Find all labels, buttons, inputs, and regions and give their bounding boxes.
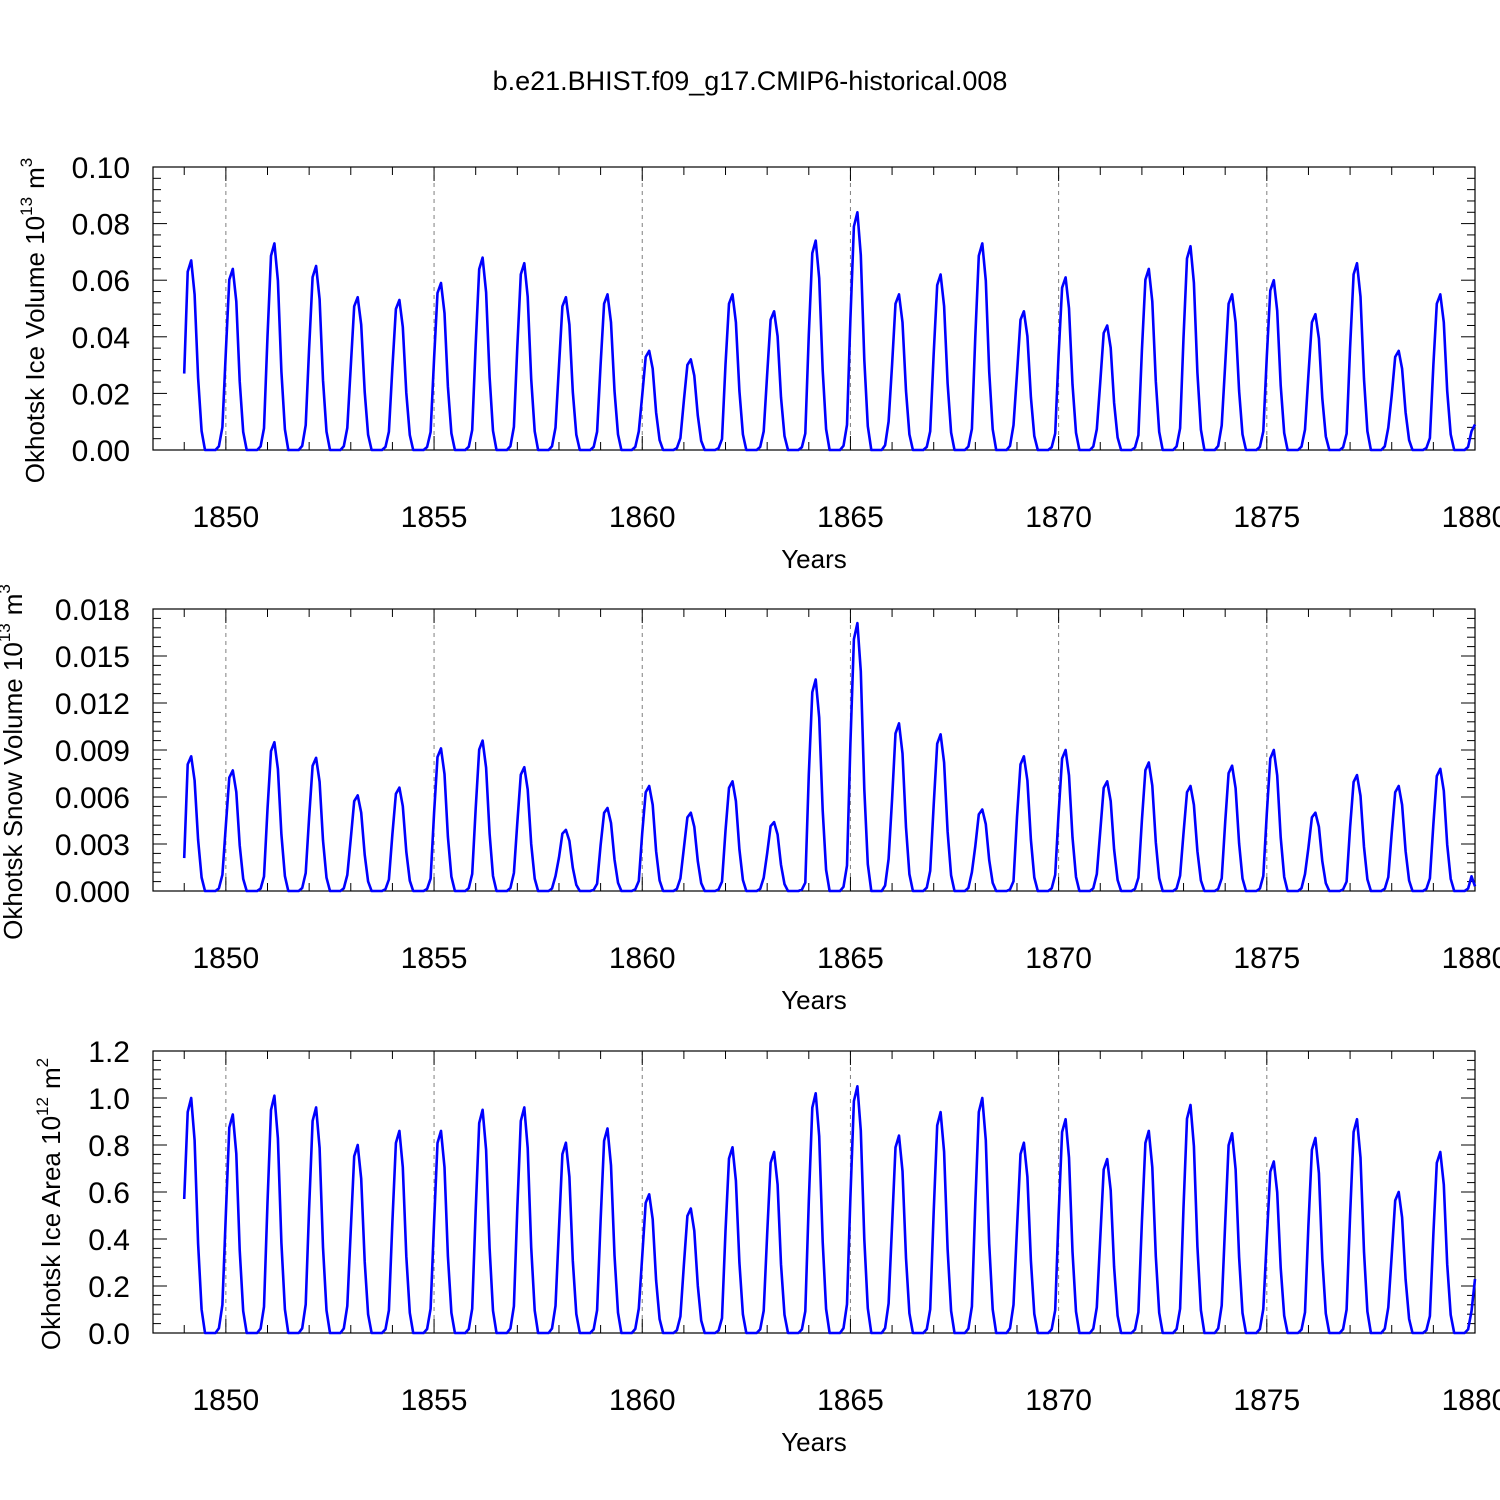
- series-line: [182, 1085, 1477, 1335]
- y-tick-label: 0.8: [88, 1130, 130, 1163]
- y-axis-label-main: Okhotsk Ice Area 10: [36, 1116, 66, 1350]
- x-tick-label: 1875: [1233, 942, 1300, 975]
- y-tick-label: 0.006: [55, 782, 130, 815]
- x-tick-label: 1850: [192, 501, 259, 534]
- x-tick-label: 1875: [1233, 1384, 1300, 1417]
- y-tick-label: 1.2: [88, 1036, 130, 1069]
- y-axis-label-unit: m: [20, 167, 50, 189]
- y-axis-label: Okhotsk Snow Volume 1013 m3: [0, 584, 28, 940]
- x-axis-label: Years: [781, 985, 847, 1015]
- x-tick-label: 1850: [192, 942, 259, 975]
- y-axis-label: Okhotsk Ice Volume 1013 m3: [17, 158, 50, 483]
- y-tick-label: 0.009: [55, 735, 130, 768]
- y-tick-label: 0.012: [55, 688, 130, 721]
- y-axis-label-main: Okhotsk Snow Volume 10: [0, 642, 28, 940]
- y-axis-label: Okhotsk Ice Area 1012 m2: [33, 1058, 66, 1350]
- y-tick-label: 0.6: [88, 1177, 130, 1210]
- y-tick-label: 0.00: [72, 435, 130, 468]
- y-axis-label-exponent: 13: [0, 623, 14, 642]
- y-tick-label: 0.04: [72, 322, 130, 355]
- y-tick-label: 0.02: [72, 378, 130, 411]
- plot-frame: [152, 166, 1476, 451]
- series-line: [182, 211, 1477, 452]
- x-tick-label: 1875: [1233, 501, 1300, 534]
- y-tick-label: 0.018: [55, 594, 130, 627]
- y-tick-label: 0.08: [72, 209, 130, 242]
- x-tick-label: 1850: [192, 1384, 259, 1417]
- y-axis-label-exponent: 13: [17, 197, 36, 216]
- x-tick-label: 1870: [1025, 942, 1092, 975]
- y-axis-label-unit-exponent: 3: [0, 584, 14, 593]
- y-tick-label: 1.0: [88, 1083, 130, 1116]
- series-line: [182, 621, 1477, 893]
- x-tick-label: 1855: [401, 1384, 468, 1417]
- x-axis-label: Years: [781, 1427, 847, 1457]
- x-axis-label: Years: [781, 544, 847, 574]
- y-tick-label: 0.4: [88, 1224, 130, 1257]
- x-tick-label: 1860: [609, 1384, 676, 1417]
- y-axis-label-exponent: 12: [33, 1097, 52, 1116]
- x-tick-label: 1860: [609, 501, 676, 534]
- plot-frame: [152, 608, 1476, 892]
- x-tick-label: 1855: [401, 501, 468, 534]
- y-tick-label: 0.000: [55, 876, 130, 909]
- x-tick-label: 1865: [817, 942, 884, 975]
- y-tick-label: 0.2: [88, 1271, 130, 1304]
- y-axis-label-main: Okhotsk Ice Volume 10: [20, 216, 50, 483]
- y-tick-label: 0.10: [72, 152, 130, 185]
- x-tick-label: 1870: [1025, 501, 1092, 534]
- y-axis-label-unit: m: [0, 594, 28, 616]
- y-axis-label-unit-exponent: 2: [33, 1058, 52, 1067]
- y-tick-label: 0.003: [55, 829, 130, 862]
- y-tick-label: 0.06: [72, 265, 130, 298]
- y-tick-label: 0.015: [55, 641, 130, 674]
- y-axis-label-unit: m: [36, 1067, 66, 1089]
- y-axis-label-unit-exponent: 3: [17, 158, 36, 167]
- x-tick-label: 1870: [1025, 1384, 1092, 1417]
- x-tick-label: 1865: [817, 1384, 884, 1417]
- x-tick-label: 1860: [609, 942, 676, 975]
- y-tick-label: 0.0: [88, 1318, 130, 1351]
- x-tick-label: 1855: [401, 942, 468, 975]
- figure-title: b.e21.BHIST.f09_g17.CMIP6-historical.008: [493, 66, 1008, 96]
- x-tick-label: 1865: [817, 501, 884, 534]
